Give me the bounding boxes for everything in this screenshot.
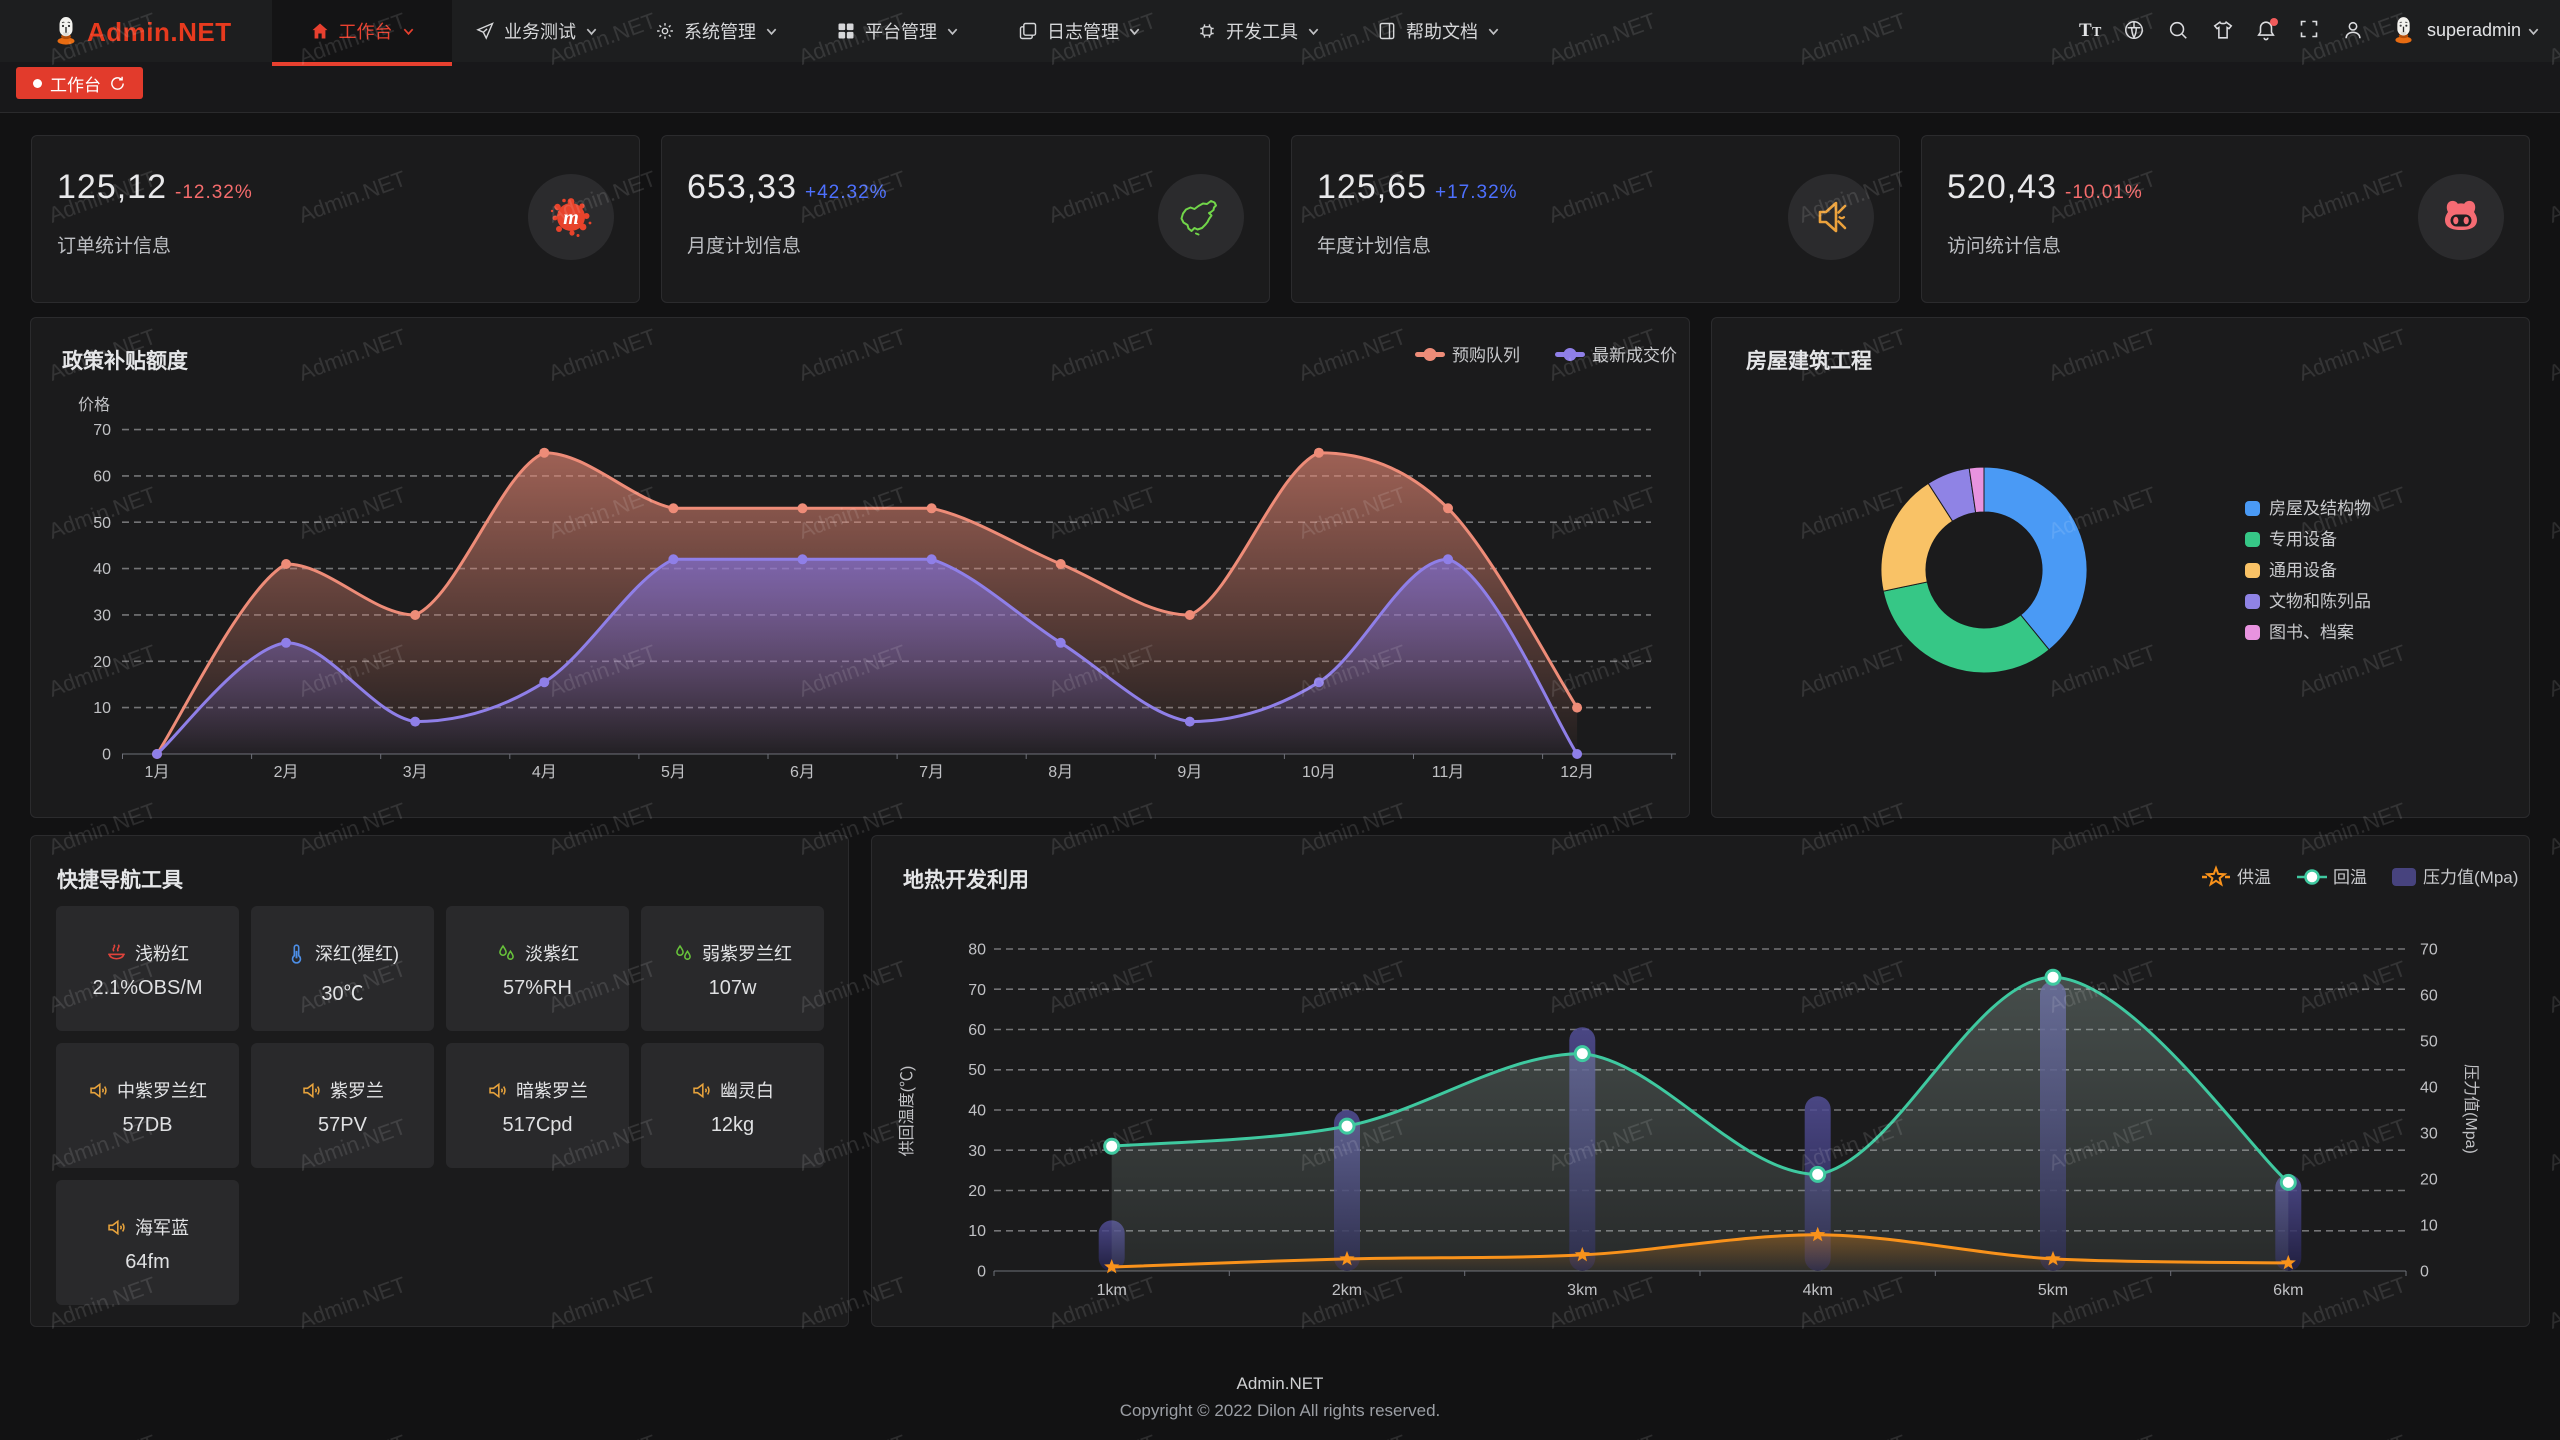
svg-text:压力值(Mpa): 压力值(Mpa) <box>2423 868 2518 887</box>
svg-text:60: 60 <box>2420 988 2438 1005</box>
svg-text:50: 50 <box>2420 1034 2438 1051</box>
svg-text:20: 20 <box>2420 1172 2438 1189</box>
svg-text:3km: 3km <box>1567 1282 1597 1299</box>
svg-text:3月: 3月 <box>403 764 428 781</box>
svg-text:5月: 5月 <box>661 764 686 781</box>
svg-text:压力值(Mpa): 压力值(Mpa) <box>2462 1064 2480 1154</box>
svg-text:T: T <box>2092 25 2102 40</box>
svg-text:6km: 6km <box>2273 1282 2303 1299</box>
svg-text:最新成交价: 最新成交价 <box>1592 346 1677 365</box>
svg-text:预购队列: 预购队列 <box>1452 346 1520 365</box>
svg-text:30: 30 <box>2420 1126 2438 1143</box>
svg-text:70: 70 <box>968 982 986 999</box>
svg-text:政策补贴额度: 政策补贴额度 <box>62 349 188 373</box>
svg-text:回温: 回温 <box>2333 868 2367 887</box>
svg-text:20: 20 <box>968 1183 986 1200</box>
svg-text:12月: 12月 <box>1560 764 1594 781</box>
svg-text:70: 70 <box>2420 942 2438 959</box>
svg-text:9月: 9月 <box>1177 764 1202 781</box>
svg-text:4km: 4km <box>1803 1282 1833 1299</box>
svg-text:图书、档案: 图书、档案 <box>2269 623 2354 642</box>
svg-text:1月: 1月 <box>145 764 170 781</box>
svg-text:0: 0 <box>102 747 111 764</box>
svg-text:30: 30 <box>93 607 111 624</box>
svg-text:房屋建筑工程: 房屋建筑工程 <box>1746 349 1872 373</box>
svg-text:50: 50 <box>968 1062 986 1079</box>
svg-text:地热开发利用: 地热开发利用 <box>903 868 1029 892</box>
svg-text:7月: 7月 <box>919 764 944 781</box>
svg-text:1km: 1km <box>1097 1282 1127 1299</box>
svg-text:11月: 11月 <box>1432 764 1465 781</box>
svg-text:2月: 2月 <box>274 764 299 781</box>
svg-text:40: 40 <box>2420 1080 2438 1097</box>
svg-text:60: 60 <box>968 1022 986 1039</box>
svg-text:10: 10 <box>93 700 111 717</box>
svg-text:4月: 4月 <box>532 764 557 781</box>
svg-text:0: 0 <box>2420 1264 2429 1281</box>
svg-text:60: 60 <box>93 468 111 485</box>
svg-text:10月: 10月 <box>1302 764 1336 781</box>
svg-text:T: T <box>2079 20 2092 41</box>
svg-text:40: 40 <box>93 561 111 578</box>
svg-text:5km: 5km <box>2038 1282 2068 1299</box>
svg-text:文物和陈列品: 文物和陈列品 <box>2269 592 2371 611</box>
svg-text:通用设备: 通用设备 <box>2269 561 2337 580</box>
svg-text:50: 50 <box>93 515 111 532</box>
svg-text:专用设备: 专用设备 <box>2269 530 2337 549</box>
svg-text:10: 10 <box>2420 1218 2438 1235</box>
svg-text:10: 10 <box>968 1223 986 1240</box>
svg-text:8月: 8月 <box>1048 764 1073 781</box>
svg-text:价格: 价格 <box>78 396 110 414</box>
svg-text:30: 30 <box>968 1143 986 1160</box>
svg-text:40: 40 <box>968 1103 986 1120</box>
svg-text:80: 80 <box>968 942 986 959</box>
svg-text:供温: 供温 <box>2237 868 2271 887</box>
svg-text:供回温度(℃): 供回温度(℃) <box>898 1066 916 1157</box>
svg-text:m: m <box>563 207 579 229</box>
svg-text:70: 70 <box>93 422 111 439</box>
svg-text:2km: 2km <box>1332 1282 1362 1299</box>
svg-text:20: 20 <box>93 654 111 671</box>
svg-text:6月: 6月 <box>790 764 815 781</box>
svg-text:房屋及结构物: 房屋及结构物 <box>2269 499 2371 518</box>
svg-text:0: 0 <box>977 1264 986 1281</box>
